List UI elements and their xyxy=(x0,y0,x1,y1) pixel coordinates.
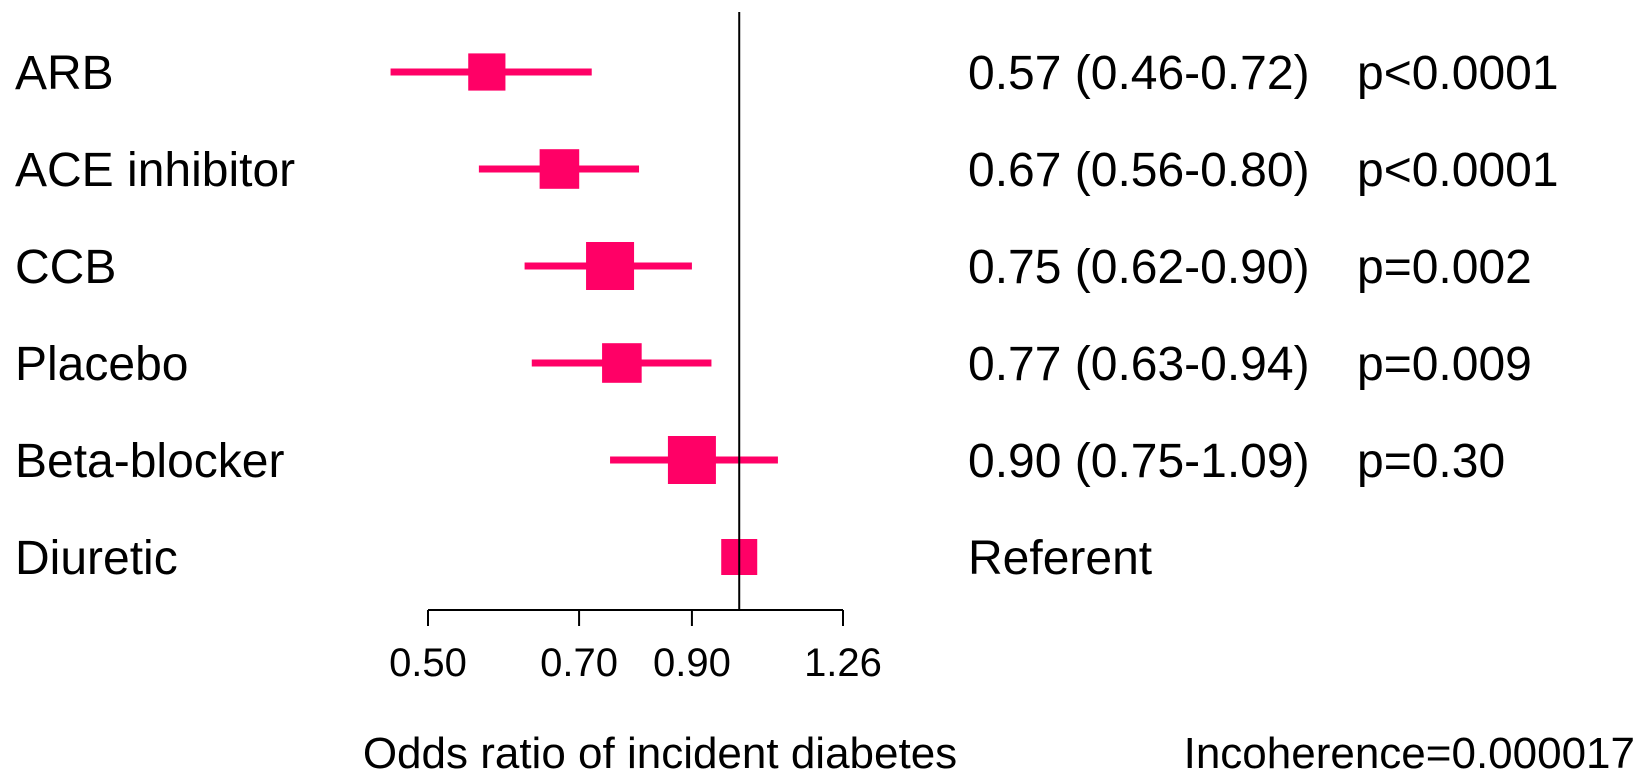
x-tick-label: 0.90 xyxy=(653,641,731,685)
row-label: ARB xyxy=(15,47,114,100)
row-label: ACE inhibitor xyxy=(15,144,295,197)
x-tick-label: 0.70 xyxy=(540,641,618,685)
x-tick-label: 0.50 xyxy=(389,641,467,685)
row-result: 0.57 (0.46-0.72) xyxy=(968,47,1310,100)
incoherence-footnote: Incoherence=0.000017 xyxy=(1184,729,1635,778)
x-axis-label: Odds ratio of incident diabetes xyxy=(363,729,957,778)
point-estimate-marker xyxy=(539,149,580,189)
row-label: CCB xyxy=(15,241,116,294)
point-estimate-marker xyxy=(586,242,635,290)
row-label: Placebo xyxy=(15,338,188,391)
row-result: 0.75 (0.62-0.90) xyxy=(968,241,1310,294)
row-arb: ARB 0.57 (0.46-0.72) p<0.0001 xyxy=(15,47,1559,100)
row-beta-blocker: Beta-blocker 0.90 (0.75-1.09) p=0.30 xyxy=(15,435,1505,488)
row-p-value: p<0.0001 xyxy=(1357,47,1559,100)
x-tick-label: 1.26 xyxy=(804,641,882,685)
point-estimate-marker xyxy=(667,436,716,484)
row-ace-inhibitor: ACE inhibitor 0.67 (0.56-0.80) p<0.0001 xyxy=(15,144,1559,197)
point-estimate-marker xyxy=(468,53,506,91)
row-label: Diuretic xyxy=(15,532,178,585)
row-label: Beta-blocker xyxy=(15,435,284,488)
row-result: 0.90 (0.75-1.09) xyxy=(968,435,1310,488)
row-result: 0.67 (0.56-0.80) xyxy=(968,144,1310,197)
x-axis: 0.50 0.70 0.90 1.26 xyxy=(389,609,882,685)
row-p-value: p=0.002 xyxy=(1357,241,1532,294)
row-result: Referent xyxy=(968,532,1152,585)
row-p-value: p=0.009 xyxy=(1357,338,1532,391)
row-ccb: CCB 0.75 (0.62-0.90) p=0.002 xyxy=(15,241,1532,294)
row-result: 0.77 (0.63-0.94) xyxy=(968,338,1310,391)
row-diuretic: Diuretic Referent xyxy=(15,532,1152,585)
row-p-value: p<0.0001 xyxy=(1357,144,1559,197)
row-p-value: p=0.30 xyxy=(1357,435,1505,488)
row-placebo: Placebo 0.77 (0.63-0.94) p=0.009 xyxy=(15,338,1532,391)
point-estimate-marker xyxy=(602,343,642,383)
